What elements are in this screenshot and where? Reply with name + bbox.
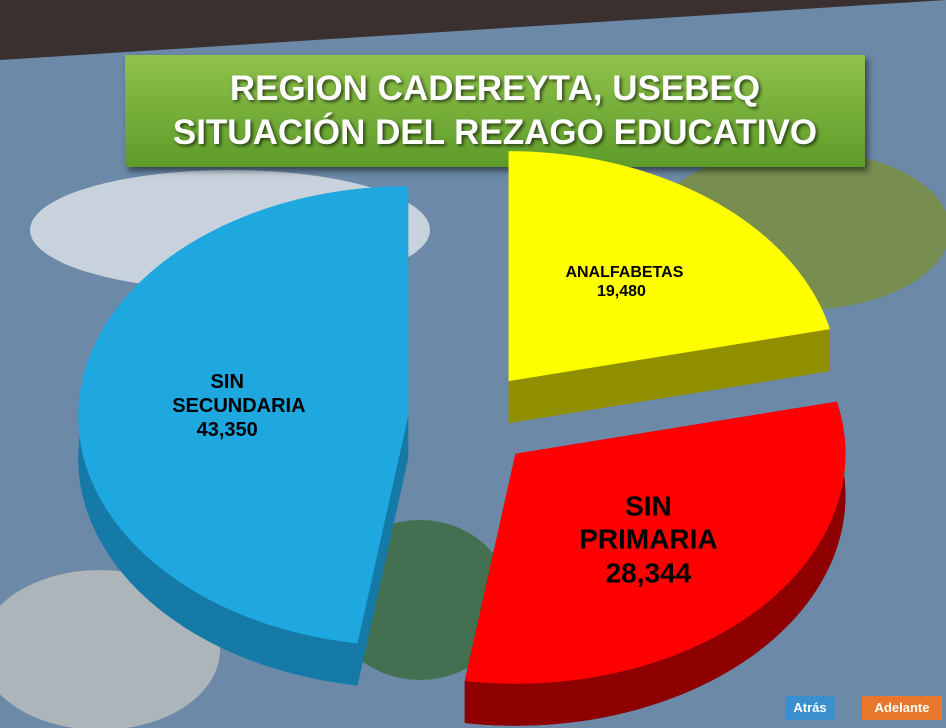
forward-button[interactable]: Adelante [862, 696, 942, 720]
pie-chart [0, 0, 946, 728]
value-label: 43,350 [172, 418, 282, 442]
category: SIN PRIMARIA [571, 489, 725, 556]
value-label: 28,344 [571, 557, 725, 591]
back-button[interactable]: Atrás [785, 696, 835, 720]
category: ANALFABETAS [565, 263, 677, 282]
value-label: 19,480 [565, 282, 677, 301]
slide: REGION CADEREYTA, USEBEQ SITUACIÓN DEL R… [0, 0, 946, 728]
category: SIN SECUNDARIA [172, 370, 282, 418]
